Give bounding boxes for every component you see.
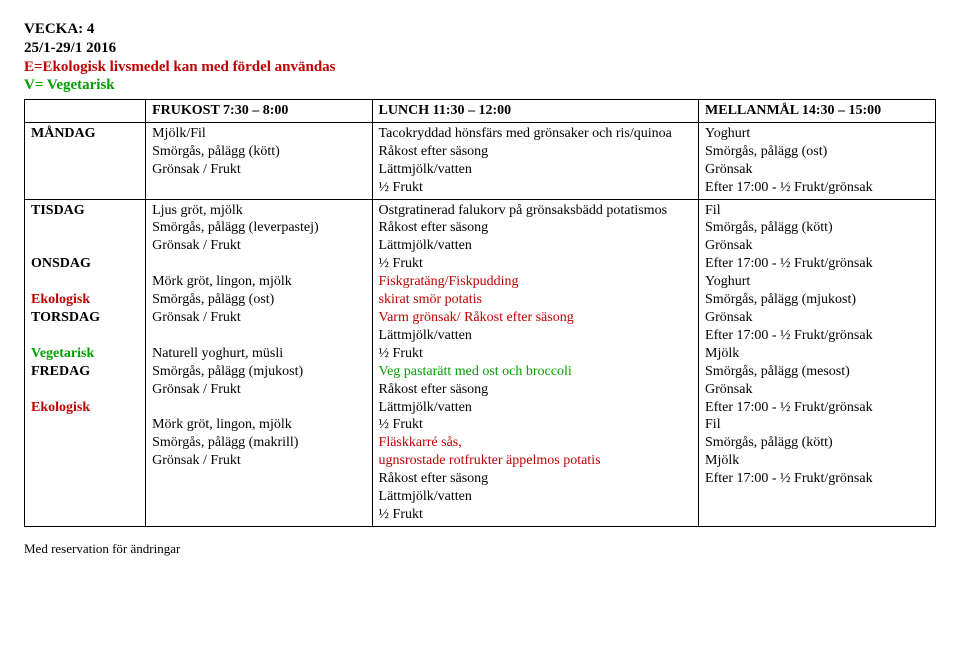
snack-line: Efter 17:00 - ½ Frukt/grönsak	[705, 255, 929, 273]
snack-line: Mjölk	[705, 452, 929, 470]
lunch-line: Lättmjölk/vatten	[379, 399, 692, 417]
breakfast-line: Grönsak / Frukt	[152, 237, 365, 255]
lunch-line: Veg pastarätt med ost och broccoli	[379, 363, 692, 381]
table-header-row: FRUKOST 7:30 – 8:00 LUNCH 11:30 – 12:00 …	[25, 100, 936, 123]
day-label: ONSDAG	[31, 255, 139, 273]
col-lunch: LUNCH 11:30 – 12:00	[372, 100, 698, 123]
veg-note: V= Vegetarisk	[24, 76, 936, 95]
breakfast-line: Ljus gröt, mjölk	[152, 202, 365, 220]
breakfast-line: Grönsak / Frukt	[152, 452, 365, 470]
lunch-line: Råkost efter säsong	[379, 219, 692, 237]
day-cell: MÅNDAG	[25, 122, 146, 199]
lunch-line: Tacokryddad hönsfärs med grönsaker och r…	[379, 125, 692, 143]
snack-line: Efter 17:00 - ½ Frukt/grönsak	[705, 179, 929, 197]
lunch-cell: Ostgratinerad falukorv på grönsaksbädd p…	[372, 199, 698, 526]
breakfast-line: Naturell yoghurt, müsli	[152, 345, 365, 363]
lunch-line: ½ Frukt	[379, 255, 692, 273]
snack-cell: Yoghurt Smörgås, pålägg (ost) Grönsak Ef…	[699, 122, 936, 199]
day-tag-eco: Ekologisk	[31, 399, 139, 417]
lunch-line: Fläskkarré sås,	[379, 434, 692, 452]
day-label: FREDAG	[31, 363, 139, 381]
menu-table: FRUKOST 7:30 – 8:00 LUNCH 11:30 – 12:00 …	[24, 99, 936, 527]
lunch-line: Lättmjölk/vatten	[379, 161, 692, 179]
week-label: VECKA: 4	[24, 20, 936, 39]
snack-line: Yoghurt	[705, 125, 929, 143]
snack-line: Smörgås, pålägg (mjukost)	[705, 291, 929, 309]
lunch-line: ½ Frukt	[379, 416, 692, 434]
breakfast-line: Smörgås, pålägg (ost)	[152, 291, 365, 309]
snack-line: Grönsak	[705, 309, 929, 327]
snack-line: Efter 17:00 - ½ Frukt/grönsak	[705, 470, 929, 488]
breakfast-line: Mjölk/Fil	[152, 125, 365, 143]
breakfast-line: Smörgås, pålägg (mjukost)	[152, 363, 365, 381]
col-breakfast: FRUKOST 7:30 – 8:00	[146, 100, 372, 123]
col-day	[25, 100, 146, 123]
snack-line: Mjölk	[705, 345, 929, 363]
lunch-line: Råkost efter säsong	[379, 143, 692, 161]
day-label: TISDAG	[31, 202, 139, 220]
lunch-line: ugnsrostade rotfrukter äppelmos potatis	[379, 452, 692, 470]
snack-line: Efter 17:00 - ½ Frukt/grönsak	[705, 327, 929, 345]
snack-line: Efter 17:00 - ½ Frukt/grönsak	[705, 399, 929, 417]
day-tag-veg: Vegetarisk	[31, 345, 139, 363]
snack-line: Grönsak	[705, 381, 929, 399]
lunch-line: ½ Frukt	[379, 179, 692, 197]
snack-line: Smörgås, pålägg (mesost)	[705, 363, 929, 381]
snack-cell: Fil Smörgås, pålägg (kött) Grönsak Efter…	[699, 199, 936, 526]
snack-line: Smörgås, pålägg (ost)	[705, 143, 929, 161]
day-label: TORSDAG	[31, 309, 139, 327]
snack-line: Fil	[705, 202, 929, 220]
col-snack: MELLANMÅL 14:30 – 15:00	[699, 100, 936, 123]
date-range: 25/1-29/1 2016	[24, 39, 936, 58]
lunch-line: Lättmjölk/vatten	[379, 237, 692, 255]
lunch-line: Lättmjölk/vatten	[379, 327, 692, 345]
lunch-line: ½ Frukt	[379, 345, 692, 363]
lunch-line: Lättmjölk/vatten	[379, 488, 692, 506]
footer-note: Med reservation för ändringar	[24, 541, 936, 557]
snack-line: Yoghurt	[705, 273, 929, 291]
breakfast-cell: Ljus gröt, mjölk Smörgås, pålägg (leverp…	[146, 199, 372, 526]
lunch-line: Varm grönsak/ Råkost efter säsong	[379, 309, 692, 327]
snack-line: Fil	[705, 416, 929, 434]
page-header: VECKA: 4 25/1-29/1 2016 E=Ekologisk livs…	[24, 20, 936, 95]
lunch-cell: Tacokryddad hönsfärs med grönsaker och r…	[372, 122, 698, 199]
snack-line: Grönsak	[705, 161, 929, 179]
breakfast-line: Smörgås, pålägg (leverpastej)	[152, 219, 365, 237]
day-cell: TISDAG ONSDAG Ekologisk TORSDAG Vegetari…	[25, 199, 146, 526]
lunch-line: Råkost efter säsong	[379, 470, 692, 488]
lunch-line: ½ Frukt	[379, 506, 692, 524]
lunch-line: Fiskgratäng/Fiskpudding	[379, 273, 692, 291]
breakfast-line: Smörgås, pålägg (makrill)	[152, 434, 365, 452]
snack-line: Grönsak	[705, 237, 929, 255]
breakfast-line: Grönsak / Frukt	[152, 161, 365, 179]
day-tag-eco: Ekologisk	[31, 291, 139, 309]
breakfast-cell: Mjölk/Fil Smörgås, pålägg (kött) Grönsak…	[146, 122, 372, 199]
snack-line: Smörgås, pålägg (kött)	[705, 434, 929, 452]
eco-note: E=Ekologisk livsmedel kan med fördel anv…	[24, 58, 936, 77]
breakfast-line: Mörk gröt, lingon, mjölk	[152, 273, 365, 291]
lunch-line: Råkost efter säsong	[379, 381, 692, 399]
lunch-line: Ostgratinerad falukorv på grönsaksbädd p…	[379, 202, 692, 220]
snack-line: Smörgås, pålägg (kött)	[705, 219, 929, 237]
breakfast-line: Smörgås, pålägg (kött)	[152, 143, 365, 161]
breakfast-line: Grönsak / Frukt	[152, 309, 365, 327]
breakfast-line: Mörk gröt, lingon, mjölk	[152, 416, 365, 434]
breakfast-line: Grönsak / Frukt	[152, 381, 365, 399]
row-monday: MÅNDAG Mjölk/Fil Smörgås, pålägg (kött) …	[25, 122, 936, 199]
lunch-line: skirat smör potatis	[379, 291, 692, 309]
day-label: MÅNDAG	[31, 125, 139, 143]
